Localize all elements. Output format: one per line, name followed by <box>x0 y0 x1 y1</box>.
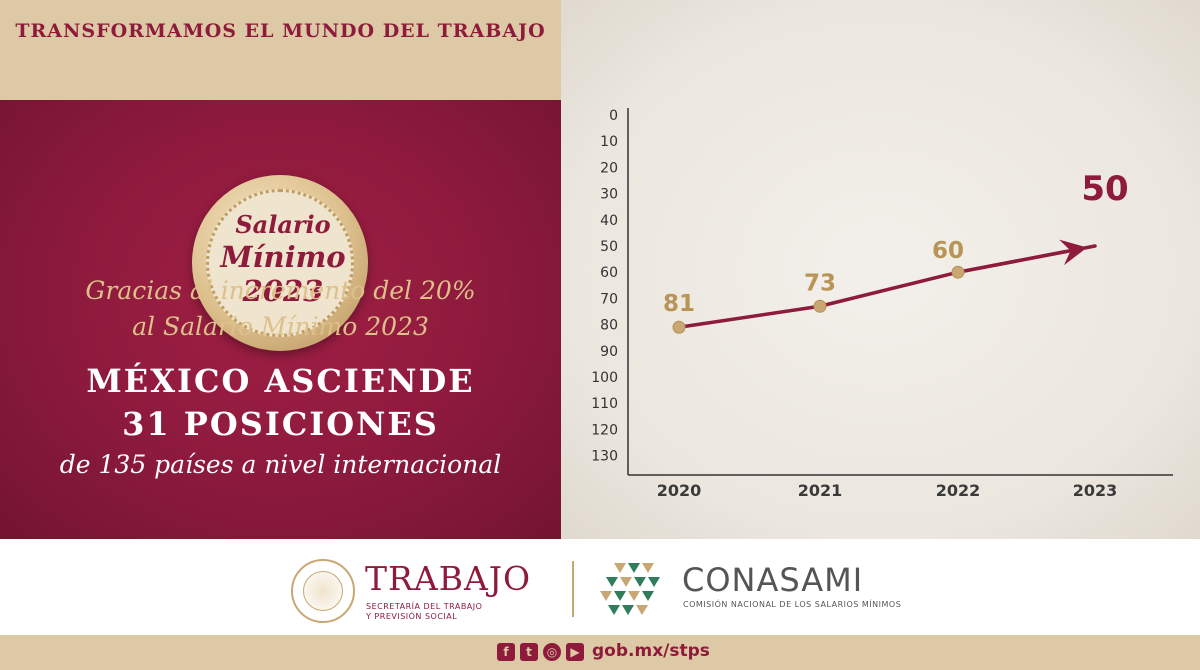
salario-minimo-seal: Salario Mínimo 2023 <box>192 175 368 351</box>
eagle-icon <box>303 571 343 611</box>
tagline: TRANSFORMAMOS EL MUNDO DEL TRABAJO <box>15 20 546 42</box>
social-bar: f t ◎ ▶ gob.mx/stps <box>0 635 1200 670</box>
message-line-5: de 135 países a nivel internacional <box>59 450 502 479</box>
data-point-marker <box>672 320 686 334</box>
twitter-icon[interactable]: t <box>520 643 538 661</box>
seal-line-1: Salario <box>235 210 331 239</box>
series-line-segment <box>818 270 960 309</box>
ranking-chart: 0 10 20 30 40 50 60 70 80 90 100 110 120 130 2020 2021 2… <box>591 108 1173 500</box>
trabajo-subtitle-line-2: Y PREVISIÓN SOCIAL <box>366 612 458 621</box>
y-tick-label: 10 <box>600 134 618 150</box>
facebook-icon[interactable]: f <box>497 643 515 661</box>
x-tick-label: 2020 <box>657 481 702 500</box>
y-tick-label: 100 <box>591 370 618 386</box>
instagram-icon[interactable]: ◎ <box>543 643 561 661</box>
seal-line-3: 2023 <box>242 274 324 308</box>
conasami-logo-text: CONASAMI <box>682 561 864 599</box>
chart-panel: 0 10 20 30 40 50 60 70 80 90 100 110 120 130 2020 2021 2… <box>561 0 1200 539</box>
y-tick-label: 40 <box>600 213 618 229</box>
conasami-subtitle: COMISIÓN NACIONAL DE LOS SALARIOS MÍNIMO… <box>683 600 902 609</box>
y-tick-label: 110 <box>591 396 618 412</box>
conasami-logo-icon <box>600 563 660 615</box>
seal-line-2: Mínimo <box>220 240 346 274</box>
series-line-segment <box>677 304 822 329</box>
x-tick-label: 2022 <box>936 481 981 500</box>
logo-divider <box>572 561 574 617</box>
x-tick-label: 2023 <box>1073 481 1118 500</box>
national-emblem-icon <box>291 559 355 623</box>
y-tick-label: 50 <box>600 239 618 255</box>
trabajo-logo-text: TRABAJO <box>365 559 532 598</box>
data-label: 73 <box>804 270 836 296</box>
y-tick-label: 130 <box>591 449 618 465</box>
y-tick-label: 30 <box>600 187 618 203</box>
message-panel: Salario Mínimo 2023 Gracias al increment… <box>0 100 561 539</box>
y-tick-label: 70 <box>600 291 618 307</box>
series-line-segment <box>956 249 1068 274</box>
y-tick-label: 120 <box>591 422 618 438</box>
data-point-marker <box>951 265 965 279</box>
header-band: TRANSFORMAMOS EL MUNDO DEL TRABAJO <box>0 0 561 100</box>
trabajo-subtitle: SECRETARÍA DEL TRABAJO Y PREVISIÓN SOCIA… <box>366 602 482 622</box>
y-tick-label: 90 <box>600 344 618 360</box>
y-tick-label: 60 <box>600 265 618 281</box>
y-tick-label: 0 <box>609 108 618 124</box>
headline-line-2: 31 POSICIONES <box>122 405 439 443</box>
message-line-2: al Salario Mínimo 2023 <box>132 312 429 341</box>
trabajo-subtitle-line-1: SECRETARÍA DEL TRABAJO <box>366 602 483 611</box>
message-line-1: Gracias al incremento del 20% <box>85 276 476 305</box>
youtube-icon[interactable]: ▶ <box>566 643 584 661</box>
arrow-head <box>1059 239 1088 266</box>
data-label: 81 <box>663 291 695 317</box>
website-link[interactable]: gob.mx/stps <box>592 641 710 661</box>
x-tick-label: 2021 <box>798 481 843 500</box>
y-tick-label: 80 <box>600 318 618 334</box>
footer: TRABAJO SECRETARÍA DEL TRABAJO Y PREVISI… <box>0 539 1200 635</box>
data-label: 60 <box>932 238 964 264</box>
data-label: 50 <box>1081 169 1128 209</box>
headline-line-1: MÉXICO ASCIENDE <box>86 362 475 400</box>
y-tick-label: 20 <box>600 160 618 176</box>
seal-inner: Salario Mínimo 2023 <box>206 189 354 337</box>
data-point-marker <box>813 299 827 313</box>
